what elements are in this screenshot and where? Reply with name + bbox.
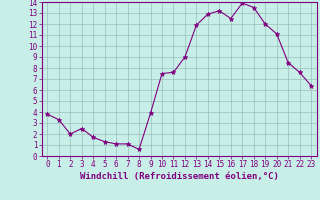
X-axis label: Windchill (Refroidissement éolien,°C): Windchill (Refroidissement éolien,°C) [80,172,279,181]
